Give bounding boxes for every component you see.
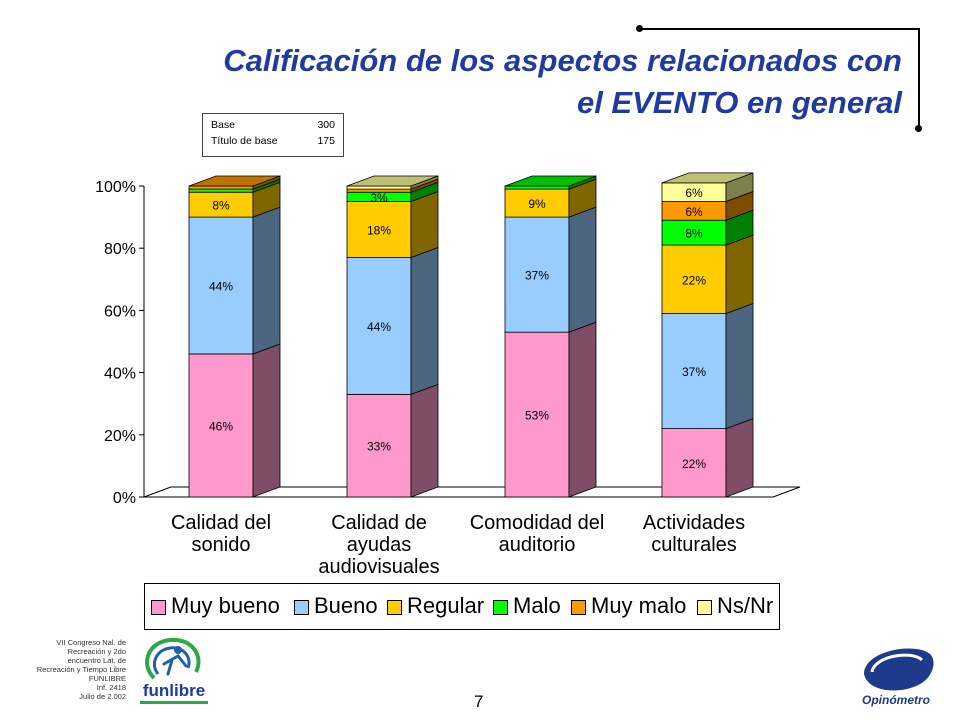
data-label: 8% (685, 227, 703, 241)
x-category-label: audiovisuales (318, 556, 439, 578)
bracket-dot-top (636, 25, 643, 32)
footer-line: Recreación y 2do (67, 647, 126, 656)
data-label: 33% (367, 440, 391, 454)
data-label: 6% (685, 186, 703, 200)
bar-segment-top (661, 172, 754, 184)
data-label: 9% (528, 197, 546, 211)
base-value: 300 (317, 119, 335, 131)
bar-segment (504, 185, 570, 190)
legend-label-muy-bueno: Muy bueno (171, 593, 280, 618)
footer-line: Recreación y Tiempo Libre (36, 665, 126, 674)
data-label: 22% (682, 457, 706, 471)
bar-segment (661, 428, 727, 498)
bar-segment (661, 313, 727, 429)
data-label: 53% (525, 409, 549, 423)
page-number: 7 (474, 692, 484, 711)
data-label: 22% (682, 273, 706, 287)
x-category-label: auditorio (499, 534, 576, 556)
x-category-label: Comodidad del (470, 512, 605, 534)
base-info-box: Base 300 Título de base 175 (202, 113, 344, 157)
x-category-label: Actividades (643, 512, 745, 534)
bar-segment (188, 188, 254, 193)
bar-segment-top (346, 175, 439, 187)
title-bracket-side (918, 28, 920, 129)
chart-legend: Muy bueno Bueno Regular Malo Muy malo Ns… (144, 583, 780, 630)
footer-line: FUNLIBRE (88, 674, 126, 683)
bar-segment-top (504, 175, 597, 187)
y-tick-label: 80% (104, 241, 136, 258)
bar-segment-side (725, 418, 754, 498)
title-base-label: Título de base (211, 135, 278, 147)
legend-swatch-ns-nr (697, 600, 712, 615)
bracket-dot-bottom (915, 125, 922, 132)
title-base-value: 175 (317, 135, 335, 147)
y-tick-label: 100% (95, 179, 136, 196)
legend-label-bueno: Bueno (314, 593, 378, 618)
data-label: 18% (367, 224, 391, 238)
y-tick-label: 60% (104, 303, 136, 320)
y-tick-label: 40% (104, 366, 136, 383)
data-label: 3% (370, 191, 388, 205)
funlibre-logo-text: funlibre (143, 681, 205, 700)
legend-label-muy-malo: Muy malo (591, 593, 687, 618)
data-label: 37% (682, 365, 706, 379)
y-tick-label: 0% (113, 490, 136, 507)
x-category-label: ayudas (347, 534, 412, 556)
data-label: 44% (209, 280, 233, 294)
bar-segment-side (410, 190, 439, 259)
bar-segment (346, 185, 412, 190)
bar-segment (346, 393, 412, 498)
bar-segment (661, 244, 727, 314)
title-line-1: Calificación de los aspectos relacionado… (223, 43, 902, 78)
bar-segment (346, 257, 412, 395)
data-label: 6% (685, 205, 703, 219)
bar-segment (188, 185, 254, 190)
bar-segment (346, 188, 412, 193)
footer-line: Inf. 2418 (96, 683, 126, 692)
legend-swatch-malo (493, 600, 508, 615)
opinometro-logo: Opinómetro (862, 648, 934, 707)
bar-segment-side (410, 246, 439, 395)
bar-segment-side (568, 206, 597, 333)
data-label: 37% (525, 269, 549, 283)
bar-segment (504, 216, 570, 333)
legend-label-malo: Malo (513, 593, 561, 618)
bar-segment (188, 191, 254, 218)
footer-line: encuentro Lat. de (67, 656, 126, 665)
bar-segment-side (568, 321, 597, 498)
x-category-label: Calidad del (171, 512, 271, 534)
base-label: Base (211, 119, 235, 131)
bar-segment-side (252, 343, 281, 498)
opinometro-logo-text: Opinómetro (862, 693, 930, 707)
legend-label-regular: Regular (407, 593, 485, 618)
x-category-label: Calidad de (331, 512, 427, 534)
legend-swatch-muy-bueno (151, 600, 166, 615)
data-label: 8% (212, 199, 230, 213)
legend-swatch-muy-malo (571, 600, 586, 615)
bar-segment-top (188, 175, 281, 187)
data-label: 46% (209, 419, 233, 433)
bar-segment-side (252, 206, 281, 355)
bar-segment-side (725, 302, 754, 430)
legend-swatch-bueno (294, 600, 309, 615)
title-bracket-top (640, 28, 920, 30)
legend-label-ns-nr: Ns/Nr (717, 593, 774, 618)
bar-segment-side (725, 234, 754, 315)
legend-swatch-regular (387, 600, 402, 615)
page-title: Calificación de los aspectos relacionado… (62, 40, 902, 124)
data-label: 44% (367, 320, 391, 334)
x-category-label: culturales (651, 534, 737, 556)
footer-line: Julio de 2.002 (79, 692, 126, 701)
x-category-label: sonido (192, 534, 251, 556)
y-tick-label: 20% (104, 428, 136, 445)
footer-line: VII Congreso Nal. de (56, 638, 126, 647)
bar-segment (504, 188, 570, 218)
bar-segment-side (410, 383, 439, 498)
bar-segment (188, 353, 254, 498)
title-line-2: el EVENTO en general (576, 85, 902, 120)
funlibre-logo: funlibre (140, 637, 208, 704)
footer-credits: VII Congreso Nal. de Recreación y 2do en… (4, 638, 126, 701)
